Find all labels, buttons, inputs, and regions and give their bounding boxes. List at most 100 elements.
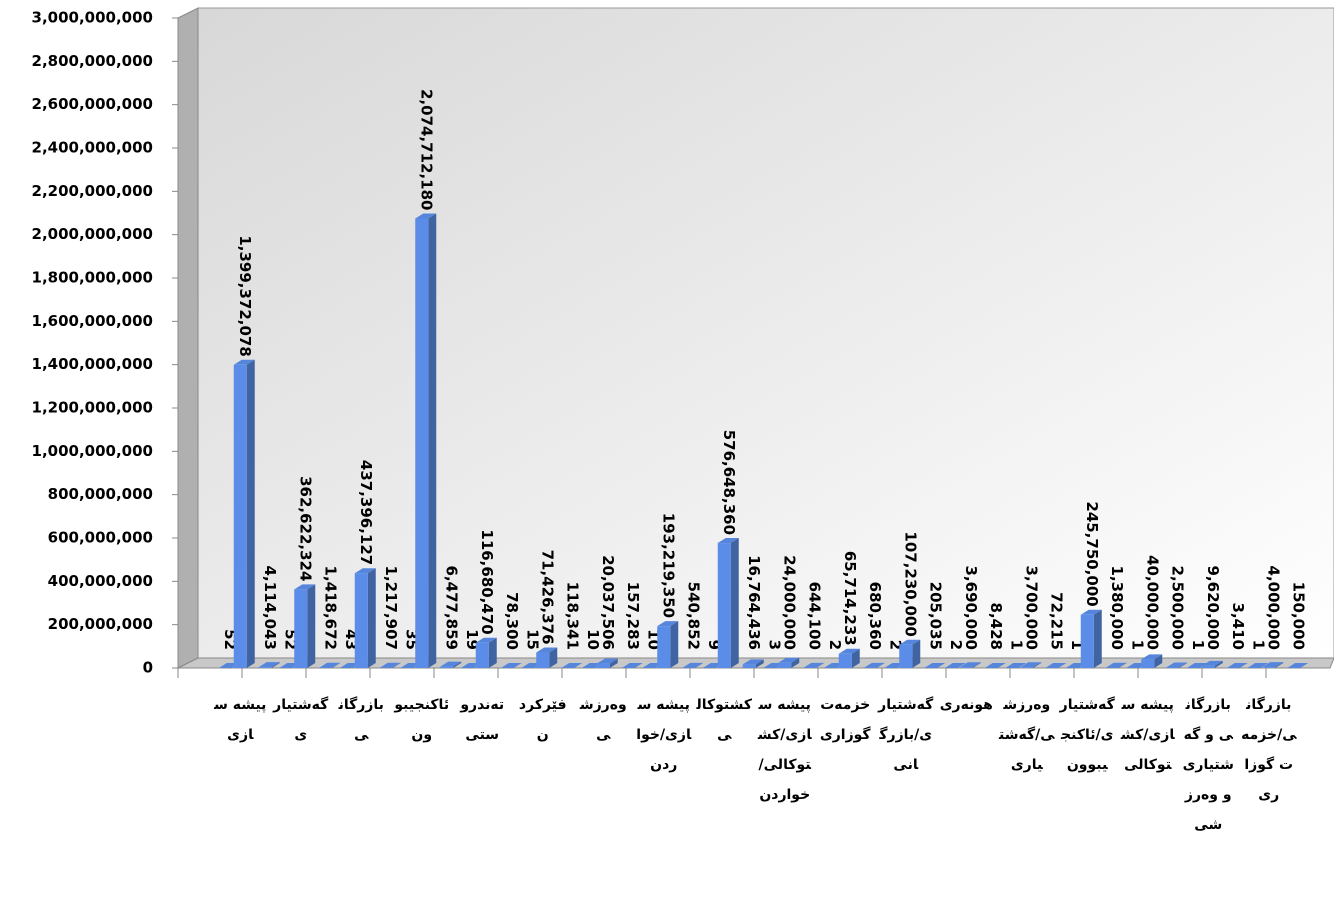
- bar: [1166, 667, 1180, 668]
- data-label: 10: [584, 629, 602, 650]
- data-label: 540,852: [684, 582, 702, 650]
- bar-side: [367, 568, 376, 668]
- bar-side: [634, 662, 643, 668]
- bar-side: [997, 662, 1006, 668]
- bar: [1201, 665, 1215, 668]
- bar-side: [972, 662, 981, 668]
- x-tick-label: پیشه سازی: [214, 697, 267, 743]
- bar-side: [1033, 662, 1042, 668]
- bar-top: [1005, 663, 1027, 668]
- y-tick-label: 2,200,000,000: [32, 182, 153, 200]
- data-label: 680,360: [866, 582, 884, 650]
- bar-side: [1058, 662, 1067, 668]
- bar: [742, 664, 756, 668]
- data-label: 9,620,000: [1204, 566, 1222, 650]
- x-tick-label: گەشتیاری/بازرگانی: [878, 697, 934, 773]
- bar-side: [1093, 609, 1102, 668]
- data-label: 65,714,233: [841, 551, 859, 646]
- bar: [778, 662, 792, 668]
- bar-top: [924, 662, 946, 668]
- data-label: 245,750,000: [1083, 501, 1101, 606]
- bar-side: [730, 538, 739, 668]
- bar-top: [1141, 654, 1163, 660]
- bar-side: [1275, 662, 1284, 668]
- bar-top: [899, 639, 921, 645]
- data-label: 3,410: [1229, 603, 1247, 650]
- bar-side: [791, 657, 800, 668]
- y-tick-label: 200,000,000: [48, 615, 153, 633]
- bar: [258, 667, 272, 668]
- y-tick-label: 2,400,000,000: [32, 139, 153, 157]
- data-label: 4,114,043: [261, 566, 279, 650]
- data-label: 1,217,907: [382, 566, 400, 650]
- bar-side: [937, 662, 946, 668]
- data-label: 2: [826, 640, 844, 650]
- bar-side: [755, 659, 764, 668]
- y-tick-label: 800,000,000: [48, 485, 153, 503]
- y-tick-label: 2,800,000,000: [32, 52, 153, 70]
- bar-top: [959, 662, 981, 668]
- bar-top: [984, 662, 1006, 668]
- y-tick-label: 1,000,000,000: [32, 442, 153, 460]
- bar-top: [1080, 609, 1102, 615]
- data-label: 150,000: [1289, 582, 1307, 650]
- bar-top: [294, 584, 316, 590]
- data-label: 1: [1007, 640, 1025, 650]
- y-tick-label: 400,000,000: [48, 572, 153, 590]
- data-label: 437,396,127: [357, 460, 375, 565]
- bar-top: [536, 647, 558, 653]
- bar: [717, 543, 731, 668]
- bar-side: [912, 639, 921, 668]
- bar: [294, 589, 308, 668]
- data-label: 2,500,000: [1168, 566, 1186, 650]
- data-label: 4,000,000: [1264, 566, 1282, 650]
- data-label: 24,000,000: [780, 555, 798, 650]
- bar-side: [1179, 662, 1188, 668]
- x-tick-label: بازرگانی و گەشتیاری و وەرزشی: [1182, 697, 1234, 833]
- data-label: 9: [705, 640, 723, 650]
- bar-side: [609, 658, 618, 668]
- x-tick-label: گەشتیاری: [273, 697, 329, 743]
- y-tick-label: 1,400,000,000: [32, 355, 153, 373]
- x-tick-label: پیشه سازی/کشتوکالی/خواردن: [757, 697, 812, 803]
- bar-side: [1239, 662, 1248, 668]
- bar-top: [1105, 662, 1127, 668]
- bar-top: [838, 648, 860, 654]
- bar-top: [596, 658, 618, 664]
- bar-top: [682, 662, 704, 668]
- y-tick-label: 3,000,000,000: [32, 9, 153, 27]
- x-tick-label: کشتوکالی: [696, 697, 753, 743]
- bar-side: [816, 662, 825, 668]
- bar: [1262, 667, 1276, 668]
- data-label: 576,648,360: [720, 430, 738, 535]
- data-label: 116,680,470: [478, 529, 496, 634]
- bar-side: [670, 621, 679, 668]
- x-tick-label: بازرگانی/خزمەت گوزاری: [1241, 697, 1297, 803]
- bar-top: [258, 662, 280, 668]
- bar-side: [488, 637, 497, 668]
- bar: [657, 626, 671, 668]
- data-label: 1,399,372,078: [236, 235, 254, 356]
- bar: [354, 573, 368, 668]
- data-label: 71,426,376: [538, 550, 556, 645]
- bar: [1020, 667, 1034, 668]
- data-label: 362,622,324: [296, 476, 314, 581]
- bar-top: [717, 538, 739, 544]
- bar-side: [428, 213, 437, 668]
- bar-top: [1262, 662, 1284, 668]
- x-tick-label: خزمەت گوزاری: [819, 697, 871, 743]
- data-label: 3,690,000: [962, 566, 980, 650]
- bar-top: [657, 621, 679, 627]
- x-tick-label: پیشه سازی/کشتوکالی: [1120, 697, 1175, 773]
- bar-side: [1154, 654, 1163, 668]
- bar-side: [695, 662, 704, 668]
- bar-top: [354, 568, 376, 574]
- side-wall: [177, 7, 199, 669]
- bar: [596, 663, 610, 668]
- bar-top: [379, 662, 401, 668]
- y-tick-label: 1,800,000,000: [32, 269, 153, 287]
- data-label: 1: [1068, 640, 1086, 650]
- bar-top: [1226, 662, 1248, 668]
